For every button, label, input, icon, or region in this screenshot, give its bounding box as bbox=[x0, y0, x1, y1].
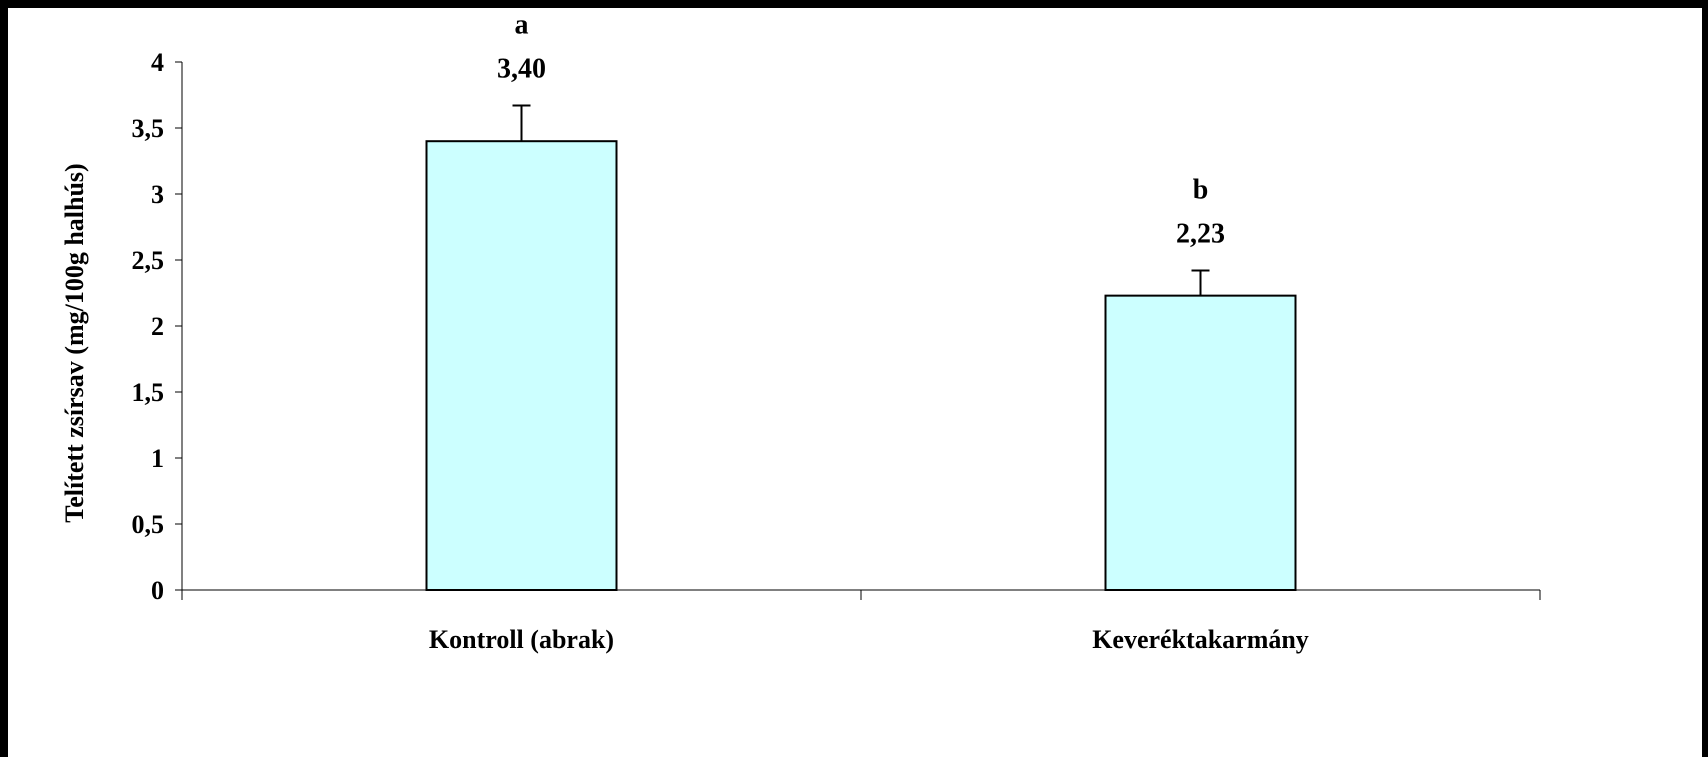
y-tick-label: 1,5 bbox=[132, 378, 165, 407]
y-tick-label: 3 bbox=[151, 180, 164, 209]
y-tick-label: 3,5 bbox=[132, 114, 165, 143]
y-tick-label: 0 bbox=[151, 576, 164, 605]
significance-letter: a bbox=[515, 10, 529, 41]
x-tick-label: Keveréktakarmány bbox=[1092, 625, 1309, 654]
data-label: 2,23 bbox=[1176, 219, 1225, 250]
y-tick-label: 2 bbox=[151, 312, 164, 341]
chart-frame: Telített zsírsav (mg/100g halhús) 0 0,5 1 1… bbox=[8, 8, 1702, 757]
bar-chart: Telített zsírsav (mg/100g halhús) 0 0,5 1 1… bbox=[60, 10, 1541, 654]
x-tick-label: Kontroll (abrak) bbox=[429, 625, 614, 654]
plot-area: 0 0,5 1 1,5 2 2,5 3 3,5 4 3,40 a Kontroll (abrak) 2,… bbox=[132, 10, 1541, 654]
y-axis-title: Telített zsírsav (mg/100g halhús) bbox=[60, 163, 89, 522]
bar bbox=[425, 140, 618, 591]
y-tick-label: 2,5 bbox=[132, 246, 165, 275]
y-tick-label: 4 bbox=[151, 48, 164, 77]
data-label: 3,40 bbox=[497, 54, 546, 85]
y-tick-label: 1 bbox=[151, 444, 164, 473]
y-axis-title-group: Telített zsírsav (mg/100g halhús) bbox=[60, 163, 89, 522]
significance-letter: b bbox=[1193, 175, 1209, 206]
bar bbox=[1104, 294, 1297, 591]
y-tick-label: 0,5 bbox=[132, 510, 165, 539]
